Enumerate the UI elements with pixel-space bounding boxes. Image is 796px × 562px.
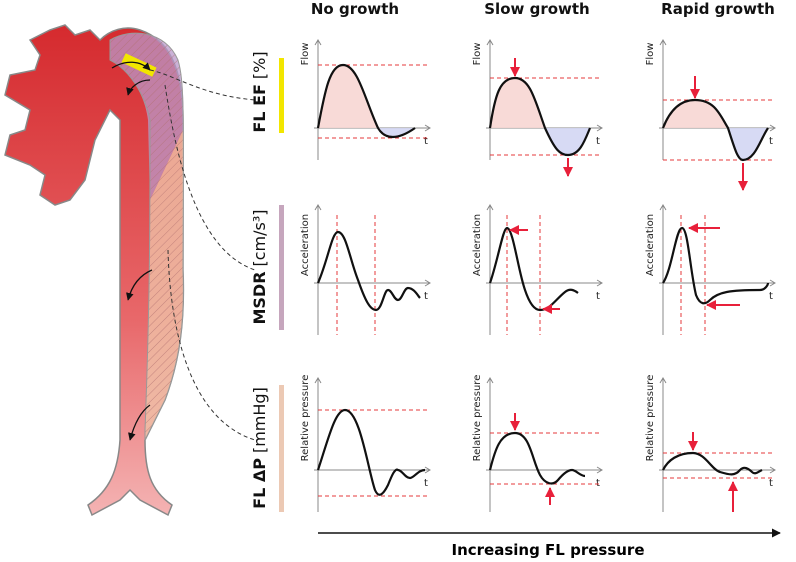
column-header: Rapid growth xyxy=(661,0,775,18)
x-axis-label: t xyxy=(424,291,428,302)
x-axis-label: t xyxy=(424,136,428,147)
y-axis-label: Acceleration xyxy=(472,214,483,276)
row-name: FL EF xyxy=(250,84,269,133)
y-axis-label: Flow xyxy=(645,43,656,66)
curve xyxy=(488,76,592,157)
y-axis-head xyxy=(314,377,322,384)
y-axis-label: Relative pressure xyxy=(300,375,311,462)
y-axis-head xyxy=(659,39,667,46)
y-axis-label: Acceleration xyxy=(645,214,656,276)
row-unit: [%] xyxy=(250,51,269,79)
curve xyxy=(316,230,421,312)
row-label: MSDR [cm/s³] xyxy=(250,209,269,324)
footer-label: Increasing FL pressure xyxy=(452,541,645,559)
curve xyxy=(662,226,770,305)
row-unit: [cm/s³] xyxy=(250,209,269,266)
x-axis-head xyxy=(424,466,431,474)
curve xyxy=(316,408,426,496)
row-color-bar xyxy=(279,58,284,133)
x-axis-label: t xyxy=(424,478,428,489)
row-color-bar xyxy=(279,385,284,512)
row-label: FL ΔP [mmHg] xyxy=(250,387,269,509)
x-axis-head xyxy=(424,124,431,132)
x-axis-label: t xyxy=(769,136,773,147)
x-axis-head xyxy=(769,466,776,474)
x-axis-label: t xyxy=(596,291,600,302)
negative-area xyxy=(378,128,415,137)
row-name: FL ΔP xyxy=(250,458,269,509)
y-axis-head xyxy=(659,377,667,384)
y-axis-head xyxy=(486,204,494,211)
y-axis-head xyxy=(486,39,494,46)
row-name: MSDR xyxy=(250,271,269,324)
y-axis-head xyxy=(486,377,494,384)
column-header: No growth xyxy=(311,0,399,18)
curve xyxy=(488,226,579,312)
row-color-bar xyxy=(279,205,284,330)
y-axis-label: Flow xyxy=(472,43,483,66)
x-axis-head xyxy=(596,124,603,132)
y-axis-label: Acceleration xyxy=(300,214,311,276)
x-axis-label: t xyxy=(769,291,773,302)
negative-area xyxy=(728,128,768,160)
x-axis-label: t xyxy=(769,478,773,489)
x-axis-head xyxy=(596,466,603,474)
y-axis-label: Relative pressure xyxy=(472,375,483,462)
curve xyxy=(316,63,416,139)
positive-area xyxy=(490,78,545,128)
y-axis-head xyxy=(314,39,322,46)
positive-area xyxy=(318,65,378,128)
positive-area xyxy=(663,100,728,128)
x-axis-head xyxy=(424,279,431,287)
x-axis-head xyxy=(596,279,603,287)
column-header: Slow growth xyxy=(484,0,589,18)
y-axis-label: Relative pressure xyxy=(645,375,656,462)
x-axis-head xyxy=(769,124,776,132)
curve xyxy=(662,451,763,476)
y-axis-head xyxy=(659,204,667,211)
y-axis-label: Flow xyxy=(300,43,311,66)
curve xyxy=(488,431,586,485)
row-label: FL EF [%] xyxy=(250,51,269,132)
x-axis-label: t xyxy=(596,136,600,147)
curve xyxy=(661,98,769,162)
x-axis-head xyxy=(769,279,776,287)
y-axis-head xyxy=(314,204,322,211)
row-unit: [mmHg] xyxy=(250,387,269,453)
aorta-illustration xyxy=(4,24,256,517)
